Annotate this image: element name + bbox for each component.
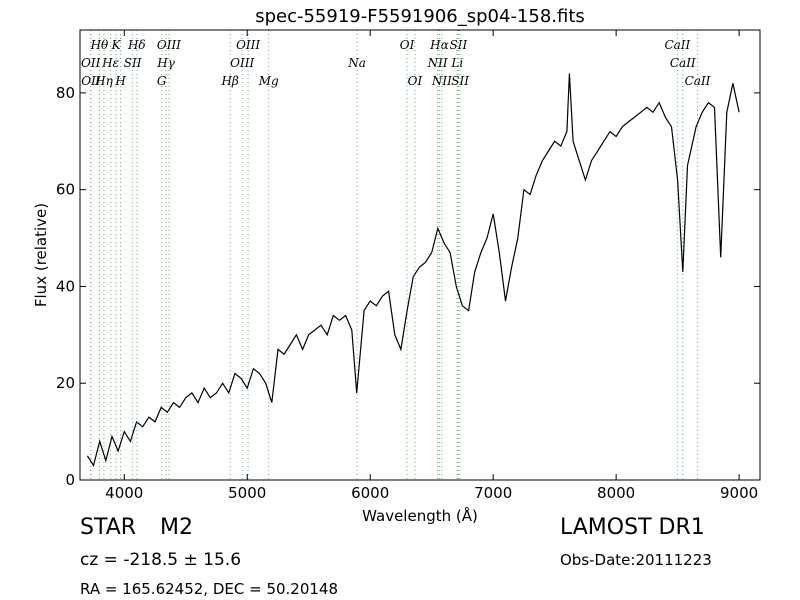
plot-frame	[79, 29, 761, 481]
spectral-line-label: SII	[450, 38, 468, 52]
spectral-line-label: OIII	[230, 56, 254, 70]
spectral-line-label: SII	[124, 56, 142, 70]
spectral-line-label: CaII	[685, 74, 711, 88]
spectral-line-label: OII	[81, 74, 101, 88]
y-tick-label: 40	[56, 277, 75, 295]
spectral-line-label: OIII	[157, 38, 181, 52]
spectral-line-label: Hα	[429, 38, 449, 52]
y-tick-label: 60	[56, 181, 75, 199]
x-tick-label: 8000	[597, 484, 635, 502]
spectrum-line	[86, 73, 740, 468]
x-tick-label: 9000	[720, 484, 758, 502]
x-tick-label: 5000	[228, 484, 266, 502]
object-class: STAR	[80, 515, 136, 540]
spectral-line-label: NII	[427, 56, 448, 70]
spectral-line-label: OI	[408, 74, 423, 88]
spectral-line-label: NII	[431, 74, 452, 88]
spectral-line-label: CaII	[670, 56, 696, 70]
y-axis-label: Flux (relative)	[32, 203, 50, 307]
subclass: M2	[160, 515, 193, 540]
spectral-line-label: Li	[450, 56, 463, 70]
spectral-line-label: Na	[347, 56, 366, 70]
x-axis-label: Wavelength (Å)	[362, 506, 478, 525]
x-tick-label: 7000	[474, 484, 512, 502]
spectral-line-label: CaII	[664, 38, 690, 52]
y-tick-label: 0	[65, 471, 75, 489]
spectral-line-label: G	[157, 74, 167, 88]
spectral-line-label: SII	[451, 74, 469, 88]
y-tick-label: 20	[56, 374, 75, 392]
spectral-line-label: K	[111, 38, 122, 52]
spectral-line-label: Hβ	[220, 74, 238, 88]
x-tick-label: 4000	[105, 484, 143, 502]
spectral-line-label: H	[114, 74, 126, 88]
spectral-line-label: OI	[400, 38, 415, 52]
coordinates: RA = 165.62452, DEC = 50.20148	[80, 580, 338, 598]
spectral-line-label: Hη	[94, 74, 113, 88]
spectral-line-label: Hδ	[127, 38, 146, 52]
spectral-line-label: Hθ	[90, 38, 109, 52]
survey: LAMOST DR1	[560, 515, 705, 540]
spectral-line-label: OIII	[236, 38, 260, 52]
spectral-line-label: Hγ	[156, 56, 175, 70]
redshift: cz = -218.5 ± 15.6	[80, 550, 241, 570]
y-tick-label: 80	[56, 84, 75, 102]
x-tick-label: 6000	[351, 484, 389, 502]
chart-title: spec-55919-F5591906_sp04-158.fits	[255, 6, 585, 27]
spectral-line-label: Hε	[101, 56, 119, 70]
spectral-line-label: Mg	[258, 74, 279, 88]
obs-date: Obs-Date:20111223	[560, 551, 712, 569]
